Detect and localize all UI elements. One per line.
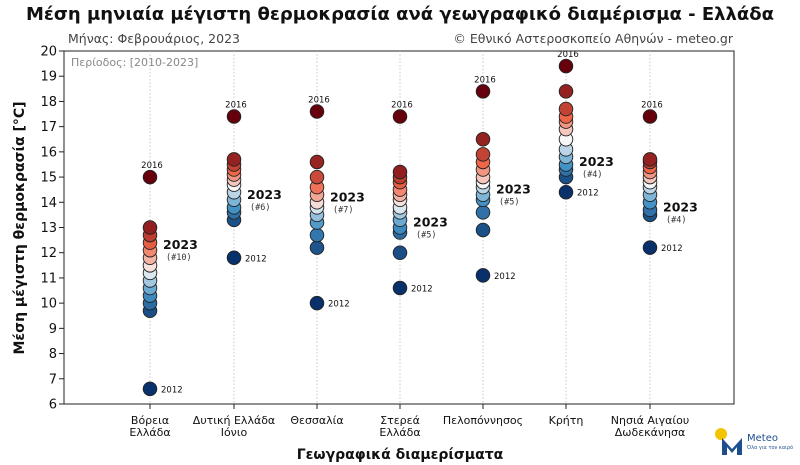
y-tick-label: 17 [40,120,57,135]
x-axis-title: Γεωγραφικά διαμερίσματα [297,447,504,463]
x-tick-label: Ελλάδα [129,426,170,439]
y-tick-label: 6 [49,398,57,413]
current-year-label: 2023 [163,237,198,252]
current-rank-label: (#5) [499,198,519,208]
y-tick-label: 16 [40,145,57,160]
data-points [142,58,658,397]
data-point [226,109,242,124]
data-point [475,222,491,238]
x-tick-label: Πελοπόννησος [443,414,523,427]
copyright-label: © Εθνικό Αστεροσκοπείο Αθηνών - meteo.gr [453,31,733,46]
x-tick-label: Στερεά [380,414,420,427]
y-tick-label: 19 [40,70,57,85]
data-point [558,101,574,117]
y-tick-label: 9 [49,322,57,337]
min-year-label: 2012 [328,300,350,310]
data-point [392,164,408,180]
data-point [642,240,658,255]
current-rank-label: (#7) [333,205,353,215]
logo-tagline: Όλα για τον καιρό [746,444,793,451]
data-point [309,295,325,311]
y-tick-label: 20 [40,45,57,60]
data-point [226,152,242,167]
current-rank-label: (#4) [582,170,602,180]
min-year-label: 2012 [411,285,433,295]
data-point [392,280,408,296]
current-year-label: 2023 [496,182,531,197]
max-year-label: 2016 [474,75,496,85]
y-tick-label: 18 [40,95,57,110]
min-year-label: 2012 [161,385,183,395]
chart-title: Μέση μηνιαία μέγιστη θερμοκρασία ανά γεω… [26,4,774,25]
data-point [475,205,491,220]
current-rank-label: (#6) [250,203,270,213]
current-rank-label: (#10) [166,253,192,263]
max-year-label: 2016 [141,161,163,171]
current-year-label: 2023 [413,215,448,230]
y-axis: 6 7 8 9 10 11 12 13 14 15 16 17 18 19 20 [40,45,64,413]
data-point [142,169,158,185]
x-tick-label: Κρήτη [549,414,584,427]
y-tick-label: 8 [49,347,57,362]
meteo-logo: Meteo Όλα για τον καιρό [715,428,793,455]
x-tick-label: Ιόνιο [221,426,248,439]
data-point [642,109,658,124]
logo-sun-icon [715,428,727,440]
y-tick-label: 15 [40,171,57,186]
data-point [226,250,242,266]
x-tick-label: Δυτική Ελλάδα [193,414,275,427]
x-tick-label: Δωδεκάνησα [615,426,686,439]
current-rank-label: (#4) [666,215,686,225]
data-point [475,268,491,283]
data-point [309,240,325,255]
data-point [309,169,325,185]
max-year-label: 2016 [308,96,330,106]
logo-name: Meteo [747,433,778,444]
data-point [309,154,325,170]
min-year-label: 2012 [245,254,267,264]
y-tick-label: 7 [49,372,57,387]
x-tick-label: Θεσσαλία [290,414,343,427]
x-tick-label: Ελλάδα [379,426,420,439]
current-year-label: 2023 [247,187,282,202]
min-year-label: 2012 [661,244,683,254]
data-point [392,245,408,260]
max-year-label: 2016 [641,101,663,111]
point-labels: 201620122023(#10)201620122023(#6)2016201… [141,50,698,395]
data-point [558,184,574,200]
data-point [142,381,158,397]
data-point [309,104,325,119]
min-year-label: 2012 [494,272,516,282]
data-point [558,58,574,74]
data-point [392,109,408,124]
data-point [558,84,574,99]
max-year-label: 2016 [391,101,413,111]
data-point [309,227,325,243]
y-tick-label: 12 [40,246,57,261]
y-tick-label: 10 [40,297,57,312]
data-point [642,152,658,167]
x-tick-label: Νησιά Αιγαίου [611,414,689,427]
max-year-label: 2016 [225,101,247,111]
period-label: Περίοδος: [2010-2023] [71,56,198,69]
data-point [475,131,491,147]
data-point [475,147,491,162]
min-year-label: 2012 [577,189,599,199]
data-point [475,84,491,99]
y-tick-label: 14 [40,196,57,211]
y-tick-label: 11 [40,271,57,286]
y-tick-label: 13 [40,221,57,236]
x-tick-label: Βόρεια [131,414,169,427]
y-axis-title: Μέση μέγιστη θερμοκρασία [°C] [12,101,28,354]
current-year-label: 2023 [330,189,365,204]
month-label: Μήνας: Φεβρουάριος, 2023 [68,31,240,46]
meteo-logo-icon [722,438,742,455]
current-year-label: 2023 [579,154,614,169]
data-point [142,220,158,235]
current-rank-label: (#5) [416,231,436,241]
max-year-label: 2016 [557,50,579,60]
current-year-label: 2023 [663,199,698,214]
